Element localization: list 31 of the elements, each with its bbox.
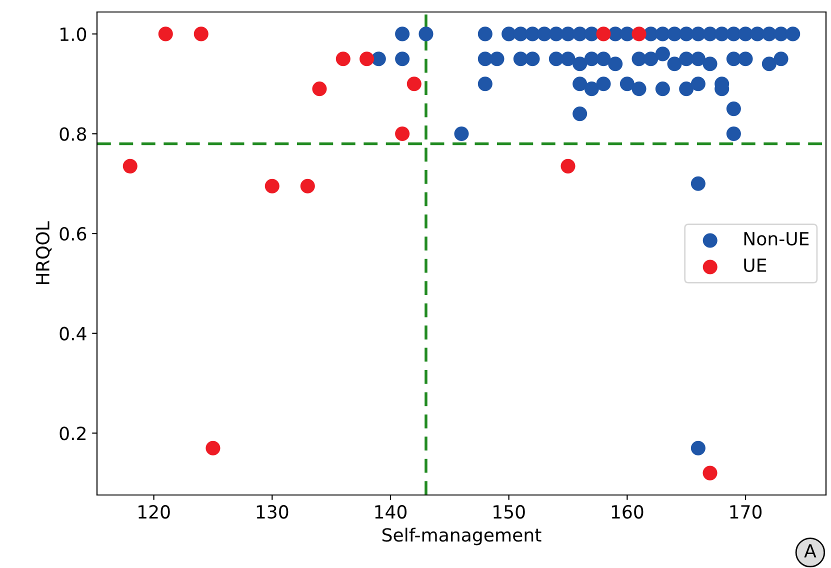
text: A	[804, 544, 816, 558]
point	[395, 126, 410, 142]
x-tick-label: 130	[256, 505, 288, 519]
legend-label: Non-UE	[744, 232, 809, 246]
y-tick-label: 0.4	[60, 326, 86, 340]
x-tick-label: 160	[612, 505, 644, 519]
point	[206, 440, 220, 456]
point	[264, 178, 280, 194]
point	[596, 26, 611, 42]
x-tick-label: 150	[494, 505, 525, 519]
y-axis-title: HRQOL	[36, 221, 52, 284]
y-tick-label: 0.6	[60, 227, 86, 241]
y-tick-label: 0.2	[60, 426, 86, 440]
point	[158, 26, 173, 42]
x-axis-title: Self-management	[382, 528, 542, 546]
point	[122, 158, 138, 174]
x-tick-label: 140	[375, 505, 407, 519]
point	[702, 466, 718, 480]
x-tick-label: 170	[730, 505, 762, 519]
point	[360, 52, 374, 66]
x-tick-label: 120	[138, 505, 170, 519]
point	[560, 158, 576, 174]
y-tick-label: 1.0	[60, 27, 86, 42]
point	[632, 26, 646, 42]
legend-label: UE	[744, 258, 766, 272]
point	[300, 178, 315, 194]
y-tick-label: 0.8	[60, 127, 86, 141]
point	[312, 82, 327, 96]
point	[336, 52, 350, 66]
point	[194, 26, 208, 42]
point	[406, 76, 422, 92]
